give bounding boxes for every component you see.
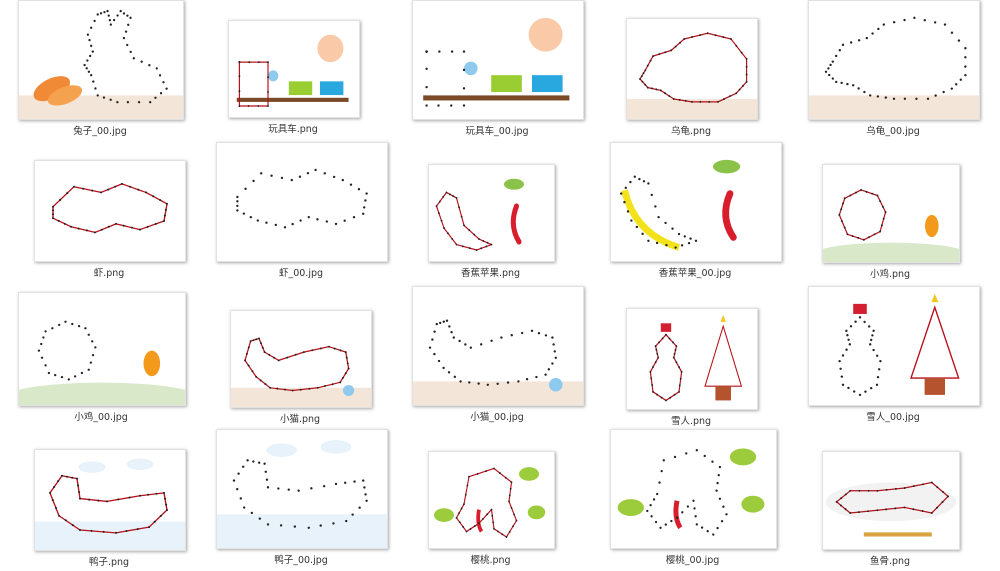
file-name-label[interactable]: 虾.png [93, 268, 125, 279]
thumbnail-image[interactable] [428, 164, 555, 262]
file-name-label[interactable]: 乌龟_00.jpg [866, 126, 920, 137]
dot-to-dot-illustration [423, 17, 570, 107]
file-name-label[interactable]: 玩具车_00.jpg [465, 126, 529, 137]
file-name-label[interactable]: 鱼骨.png [869, 556, 911, 567]
thumbnail-image[interactable] [230, 310, 372, 408]
file-tile-14[interactable]: 雪人_00.jpg [746, 286, 980, 428]
thumbnail-image[interactable] [626, 308, 758, 410]
file-name-label[interactable]: 小猫.png [279, 414, 321, 425]
file-name-label[interactable]: 雪人.png [670, 416, 712, 427]
thumbnail-image[interactable] [412, 0, 584, 120]
dot-to-dot-illustration [35, 458, 185, 550]
dot-to-dot-illustration [413, 319, 583, 405]
file-name-label[interactable]: 香蕉苹果_00.jpg [658, 268, 732, 279]
file-tile-12[interactable]: 小猫_00.jpg [382, 286, 584, 428]
thumbnail-image[interactable] [610, 429, 777, 549]
file-tile-2[interactable]: 玩具车_00.jpg [382, 0, 584, 142]
dot-to-dot-illustration [19, 320, 185, 405]
file-name-label[interactable]: 樱桃_00.jpg [665, 555, 720, 566]
thumbnail-image[interactable] [822, 451, 960, 550]
file-tile-10[interactable]: 小鸡_00.jpg [18, 286, 200, 428]
thumbnail-image[interactable] [808, 286, 980, 406]
thumbnail-image[interactable] [216, 142, 388, 262]
file-name-label[interactable]: 乌龟.png [670, 126, 712, 137]
dot-to-dot-illustration [617, 448, 765, 536]
thumbnail-image[interactable] [216, 429, 388, 549]
dot-to-dot-illustration [51, 182, 169, 234]
file-tile-16[interactable]: 鸭子_00.jpg [200, 429, 388, 571]
file-tile-0[interactable]: 兔子_00.jpg [18, 0, 200, 142]
dot-to-dot-illustration [231, 337, 371, 407]
file-name-label[interactable]: 樱桃.png [470, 555, 511, 566]
dot-to-dot-illustration [620, 159, 741, 251]
thumbnail-image[interactable] [626, 18, 758, 120]
thumbnail-image[interactable] [34, 449, 186, 551]
dot-to-dot-illustration [217, 440, 387, 548]
dot-to-dot-illustration [236, 34, 349, 107]
file-tile-5[interactable]: 虾.png [18, 142, 200, 284]
dot-to-dot-illustration [434, 467, 546, 538]
file-name-label[interactable]: 雪人_00.jpg [866, 412, 920, 423]
thumbnail-image[interactable] [228, 20, 360, 118]
thumbnail-image[interactable] [822, 164, 960, 263]
file-name-label[interactable]: 虾_00.jpg [278, 268, 324, 279]
thumbnail-image[interactable] [808, 0, 980, 120]
file-tile-17[interactable]: 樱桃.png [382, 429, 564, 571]
dot-to-dot-illustration [809, 16, 979, 119]
file-name-label[interactable]: 小鸡_00.jpg [74, 412, 128, 423]
file-tile-11[interactable]: 小猫.png [200, 286, 382, 428]
file-tile-1[interactable]: 玩具车.png [200, 0, 382, 142]
thumbnail-image[interactable] [18, 0, 184, 120]
thumbnail-image[interactable] [428, 451, 555, 549]
dot-to-dot-illustration [825, 481, 957, 537]
file-name-label[interactable]: 鸭子_00.jpg [274, 555, 328, 566]
file-tile-19[interactable]: 鱼骨.png [746, 429, 960, 571]
file-tile-9[interactable]: 小鸡.png [746, 142, 960, 284]
dot-to-dot-illustration [649, 314, 743, 402]
file-tile-13[interactable]: 雪人.png [564, 286, 758, 428]
thumbnail-image[interactable] [610, 142, 782, 262]
file-name-label[interactable]: 玩具车.png [268, 124, 318, 135]
file-name-label[interactable]: 小鸡.png [869, 269, 911, 280]
thumbnail-image[interactable] [18, 292, 186, 406]
file-name-label[interactable]: 香蕉苹果.png [460, 268, 521, 279]
file-tile-4[interactable]: 乌龟_00.jpg [746, 0, 980, 142]
dot-to-dot-illustration [627, 32, 757, 119]
file-tile-7[interactable]: 香蕉苹果.png [382, 142, 564, 284]
file-tile-3[interactable]: 乌龟.png [564, 0, 758, 142]
file-tile-8[interactable]: 香蕉苹果_00.jpg [564, 142, 782, 284]
thumbnail-image[interactable] [412, 286, 584, 406]
dot-to-dot-illustration [435, 178, 524, 251]
file-tile-15[interactable]: 鸭子.png [18, 429, 200, 571]
file-tile-18[interactable]: 樱桃_00.jpg [564, 429, 777, 571]
dot-to-dot-illustration [838, 293, 960, 397]
dot-to-dot-illustration [236, 168, 368, 229]
file-name-label[interactable]: 小猫_00.jpg [470, 412, 524, 423]
file-tile-6[interactable]: 虾_00.jpg [200, 142, 388, 284]
file-name-label[interactable]: 鸭子.png [88, 557, 130, 568]
thumbnail-image[interactable] [34, 160, 186, 262]
file-name-label[interactable]: 兔子_00.jpg [73, 126, 127, 137]
dot-to-dot-illustration [19, 9, 183, 119]
dot-to-dot-illustration [823, 188, 959, 262]
